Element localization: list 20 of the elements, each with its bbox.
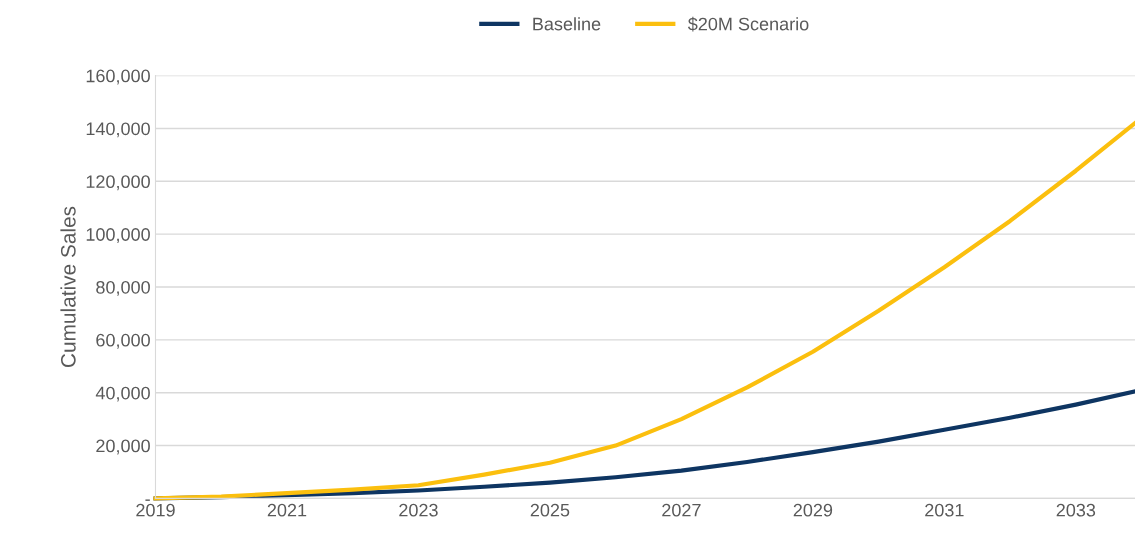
y-tick-label: 140,000: [86, 122, 150, 138]
x-tick-label: 2023: [399, 503, 438, 517]
y-tick-label: 60,000: [96, 333, 150, 349]
legend-label: $20M Scenario: [687, 16, 809, 32]
y-tick-label: 20,000: [96, 439, 150, 455]
y-axis-title: Cumulative Sales: [60, 206, 76, 367]
y-tick-label: 80,000: [96, 280, 150, 296]
y-tick-label: 120,000: [86, 175, 150, 191]
x-tick-label: 2019: [136, 503, 175, 517]
x-tick-label: 2033: [1056, 503, 1096, 517]
y-tick-label: 160,000: [86, 69, 150, 85]
x-tick-label: 2031: [925, 503, 964, 517]
x-tick-label: 2025: [530, 503, 570, 517]
x-tick-label: 2027: [662, 503, 701, 517]
y-tick-label: 100,000: [86, 228, 150, 244]
y-tick-label: -: [145, 499, 150, 501]
x-tick-label: 2029: [793, 503, 833, 517]
y-tick-label: 40,000: [95, 386, 150, 402]
x-tick-label: 2021: [267, 503, 307, 517]
legend-label: Baseline: [533, 17, 601, 31]
